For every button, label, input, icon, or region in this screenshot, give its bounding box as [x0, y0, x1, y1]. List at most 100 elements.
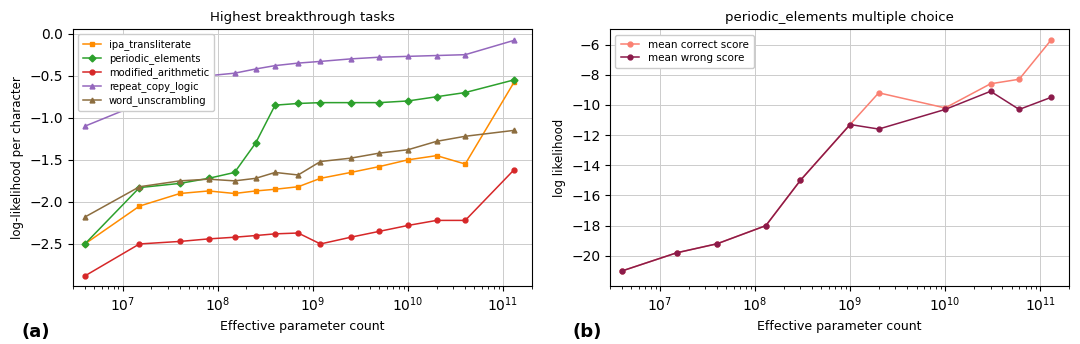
modified_arithmetic [402, 223, 415, 227]
mean wrong score [759, 224, 772, 228]
modified_arithmetic [314, 242, 327, 246]
modified_arithmetic [269, 232, 282, 236]
word_unscrambling [314, 160, 327, 164]
X-axis label: Effective parameter count: Effective parameter count [220, 320, 384, 333]
periodic_elements [430, 95, 443, 99]
periodic_elements [459, 90, 472, 95]
periodic_elements [249, 141, 262, 145]
mean wrong score [984, 89, 997, 93]
periodic_elements [228, 170, 241, 174]
Line: mean correct score: mean correct score [620, 37, 1053, 273]
mean wrong score [794, 178, 807, 182]
mean correct score [671, 251, 684, 255]
ipa_transliterate [373, 164, 386, 169]
Line: word_unscrambling: word_unscrambling [82, 128, 516, 219]
word_unscrambling [228, 179, 241, 183]
repeat_copy_logic [79, 124, 92, 128]
ipa_transliterate [430, 153, 443, 158]
periodic_elements [174, 181, 187, 185]
periodic_elements [508, 78, 521, 82]
mean correct score [843, 122, 856, 127]
Title: periodic_elements multiple choice: periodic_elements multiple choice [725, 11, 954, 24]
word_unscrambling [430, 139, 443, 143]
ipa_transliterate [269, 187, 282, 191]
ipa_transliterate [202, 189, 215, 193]
Line: ipa_transliterate: ipa_transliterate [82, 80, 516, 246]
repeat_copy_logic [202, 74, 215, 78]
modified_arithmetic [202, 237, 215, 241]
mean wrong score [711, 242, 724, 246]
Text: (b): (b) [572, 323, 602, 341]
Title: Highest breakthrough tasks: Highest breakthrough tasks [210, 11, 395, 24]
word_unscrambling [174, 179, 187, 183]
modified_arithmetic [345, 235, 357, 239]
modified_arithmetic [79, 274, 92, 278]
repeat_copy_logic [373, 55, 386, 59]
modified_arithmetic [249, 234, 262, 238]
periodic_elements [269, 103, 282, 107]
word_unscrambling [202, 177, 215, 181]
word_unscrambling [133, 185, 146, 189]
ipa_transliterate [345, 170, 357, 174]
Y-axis label: log likelihood: log likelihood [553, 119, 566, 197]
ipa_transliterate [459, 162, 472, 166]
ipa_transliterate [79, 242, 92, 246]
periodic_elements [402, 99, 415, 103]
modified_arithmetic [133, 242, 146, 246]
modified_arithmetic [430, 218, 443, 223]
ipa_transliterate [402, 158, 415, 162]
word_unscrambling [373, 151, 386, 155]
mean correct score [794, 178, 807, 182]
mean wrong score [843, 122, 856, 127]
mean correct score [759, 224, 772, 228]
mean correct score [616, 269, 629, 273]
Legend: ipa_transliterate, periodic_elements, modified_arithmetic, repeat_copy_logic, wo: ipa_transliterate, periodic_elements, mo… [78, 34, 214, 111]
mean correct score [984, 82, 997, 86]
modified_arithmetic [292, 231, 305, 235]
mean wrong score [616, 269, 629, 273]
Line: modified_arithmetic: modified_arithmetic [82, 168, 516, 278]
ipa_transliterate [133, 204, 146, 208]
periodic_elements [133, 185, 146, 190]
Line: repeat_copy_logic: repeat_copy_logic [82, 38, 516, 129]
periodic_elements [79, 242, 92, 246]
periodic_elements [292, 101, 305, 106]
mean wrong score [939, 107, 951, 111]
Y-axis label: log-likelihood per character: log-likelihood per character [11, 76, 24, 239]
repeat_copy_logic [269, 64, 282, 68]
Line: periodic_elements: periodic_elements [82, 77, 516, 246]
Line: mean wrong score: mean wrong score [620, 89, 1053, 273]
repeat_copy_logic [228, 71, 241, 75]
ipa_transliterate [292, 185, 305, 189]
word_unscrambling [508, 128, 521, 132]
repeat_copy_logic [292, 61, 305, 65]
modified_arithmetic [228, 235, 241, 239]
ipa_transliterate [508, 80, 521, 85]
word_unscrambling [269, 170, 282, 174]
mean wrong score [1013, 107, 1026, 111]
X-axis label: Effective parameter count: Effective parameter count [757, 320, 922, 333]
word_unscrambling [249, 176, 262, 180]
ipa_transliterate [228, 191, 241, 195]
periodic_elements [202, 176, 215, 180]
word_unscrambling [292, 173, 305, 177]
repeat_copy_logic [430, 53, 443, 57]
word_unscrambling [345, 156, 357, 160]
repeat_copy_logic [249, 67, 262, 71]
mean correct score [873, 91, 886, 95]
repeat_copy_logic [402, 54, 415, 58]
Legend: mean correct score, mean wrong score: mean correct score, mean wrong score [616, 35, 754, 68]
mean correct score [1044, 38, 1057, 42]
ipa_transliterate [174, 191, 187, 195]
modified_arithmetic [174, 239, 187, 244]
periodic_elements [314, 100, 327, 105]
periodic_elements [345, 100, 357, 105]
mean correct score [939, 106, 951, 110]
word_unscrambling [402, 148, 415, 152]
mean wrong score [1044, 95, 1057, 99]
repeat_copy_logic [459, 53, 472, 57]
ipa_transliterate [314, 176, 327, 180]
mean correct score [711, 242, 724, 246]
word_unscrambling [459, 134, 472, 138]
Text: (a): (a) [22, 323, 50, 341]
